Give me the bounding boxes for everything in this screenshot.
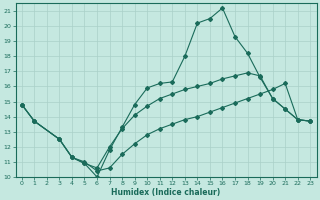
X-axis label: Humidex (Indice chaleur): Humidex (Indice chaleur) xyxy=(111,188,221,197)
